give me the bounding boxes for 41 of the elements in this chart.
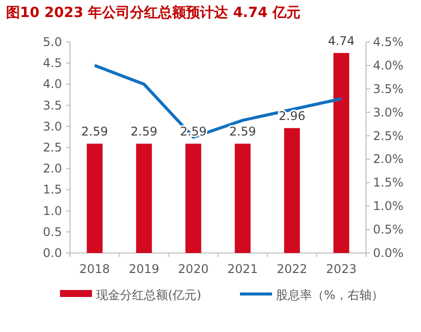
y-tick-label: 4.0	[42, 77, 62, 92]
chart-title: 图10 2023 年公司分红总额预计达 4.74 亿元	[6, 4, 300, 21]
bar	[136, 144, 152, 253]
y-tick-label: 0.0	[42, 246, 62, 260]
legend-label: 现金分红总额(亿元)	[96, 288, 202, 302]
y-tick-label: 2.0	[42, 162, 62, 176]
data-label: 2.96	[278, 109, 306, 124]
y-tick-label: 0.5	[42, 224, 62, 239]
bar	[284, 128, 300, 253]
y2-tick-label: 1.5%	[373, 176, 404, 190]
y2-tick-label: 0.0%	[373, 246, 404, 260]
y-tick-label: 4.5	[42, 56, 62, 70]
x-tick-label: 2018	[79, 262, 110, 276]
y2-tick-label: 4.0%	[373, 58, 404, 72]
data-label: 2.59	[81, 124, 108, 139]
bar	[86, 144, 103, 253]
data-label: 2.59	[130, 124, 158, 139]
y-tick-label: 5.0	[42, 35, 62, 49]
legend-label: 股息率（%，右轴）	[276, 288, 384, 302]
data-label: 2.59	[229, 124, 256, 139]
y-tick-label: 3.5	[42, 98, 62, 112]
y-tick-label: 1.0	[42, 204, 62, 218]
y2-tick-label: 0.5%	[373, 222, 404, 237]
y2-tick-label: 2.5%	[373, 128, 404, 143]
y2-tick-label: 3.5%	[373, 82, 404, 96]
y2-tick-label: 2.0%	[373, 152, 404, 166]
x-tick-label: 2019	[128, 262, 160, 276]
bar	[234, 144, 251, 253]
x-tick-label: 2022	[276, 262, 308, 276]
y2-tick-label: 1.0%	[373, 199, 404, 214]
bar	[333, 52, 350, 253]
x-tick-label: 2020	[178, 262, 209, 276]
data-label: 4.74	[328, 34, 355, 48]
y-tick-label: 2.5	[42, 140, 62, 154]
x-tick-label: 2023	[326, 262, 357, 276]
x-tick-label: 2021	[227, 262, 258, 276]
y-tick-label: 3.0	[42, 119, 62, 134]
y-tick-label: 1.5	[42, 182, 62, 197]
y2-tick-label: 4.5%	[373, 35, 404, 49]
bar	[185, 144, 202, 253]
y2-tick-label: 3.0%	[373, 105, 404, 120]
